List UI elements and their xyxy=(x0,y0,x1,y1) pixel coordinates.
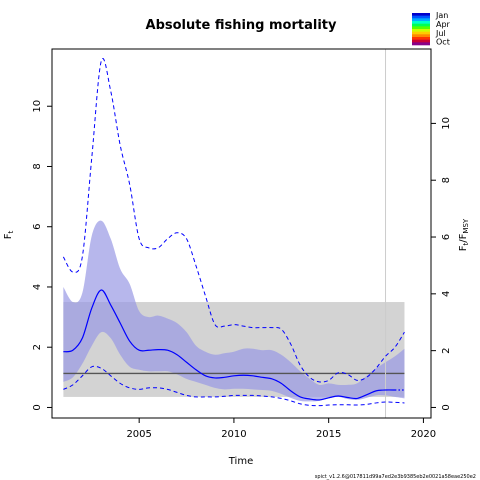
legend-label: Jul xyxy=(435,29,446,38)
legend-color-swatch xyxy=(412,42,430,46)
x-tick-label: 2015 xyxy=(316,429,341,440)
y2-tick-label: 6 xyxy=(441,234,452,240)
y-axis: 0 2 4 6 8 10 xyxy=(32,100,52,411)
secondary-y-axis-title-subscript: t xyxy=(462,242,470,245)
legend-color-swatch xyxy=(412,34,430,38)
y2-tick-label: 4 xyxy=(441,291,452,297)
y2-tick-label: 0 xyxy=(441,404,452,410)
x-axis-title: Time xyxy=(228,456,253,467)
secondary-y-axis-title-denom-subscript: MSY xyxy=(462,218,470,233)
legend-color-swatch xyxy=(412,37,430,40)
legend-color-swatch xyxy=(412,31,430,35)
y-axis-title-main: F xyxy=(3,233,14,239)
legend-color-swatch xyxy=(412,39,430,43)
secondary-y-axis-title: Ft/FMSY xyxy=(458,218,470,251)
y-tick-label: 0 xyxy=(32,404,43,410)
legend-color-swatch xyxy=(412,29,430,32)
plot-area xyxy=(62,49,405,418)
legend-color-swatch xyxy=(412,26,430,30)
y-tick-label: 4 xyxy=(32,284,43,290)
y-tick-label: 10 xyxy=(32,100,43,113)
legend-color-swatch xyxy=(412,13,430,16)
y-axis-title: Ft xyxy=(3,230,15,239)
y2-tick-label: 2 xyxy=(441,347,452,353)
x-axis: 2005 2010 2015 2020 xyxy=(126,418,436,440)
legend-label: Apr xyxy=(436,20,451,29)
secondary-y-axis-title-main: F xyxy=(458,245,469,251)
y2-tick-label: 8 xyxy=(441,177,452,183)
secondary-y-axis: 0 2 4 6 8 10 xyxy=(431,117,452,411)
y-tick-label: 6 xyxy=(32,224,43,230)
legend-label: Oct xyxy=(436,38,450,47)
legend-color-swatch xyxy=(412,18,430,22)
version-footnote: spict_v1.2.6@017811d99a7ed2e3b9385eb2e00… xyxy=(315,474,476,480)
relative-ci-band-overlay xyxy=(63,220,405,402)
legend-color-swatch xyxy=(412,15,430,19)
y2-tick-label: 10 xyxy=(441,117,452,130)
secondary-y-axis-title-slash: / xyxy=(458,239,469,243)
secondary-y-axis-title-denom: F xyxy=(458,233,469,239)
y-tick-label: 2 xyxy=(32,344,43,350)
x-tick-label: 2005 xyxy=(126,429,151,440)
chart-title: Absolute fishing mortality xyxy=(146,18,337,33)
legend-color-swatch xyxy=(412,23,430,27)
estimate-line xyxy=(63,289,395,401)
ci-upper-line xyxy=(62,58,405,383)
y-axis-title-subscript: t xyxy=(7,230,15,233)
ci-lower-line xyxy=(63,365,405,407)
relative-ci-band xyxy=(63,220,405,402)
y-tick-label: 8 xyxy=(32,163,43,169)
x-tick-label: 2010 xyxy=(221,429,246,440)
legend-color-swatch xyxy=(412,21,430,24)
plot-frame xyxy=(51,48,432,419)
x-tick-label: 2020 xyxy=(411,429,436,440)
legend-label: Jan xyxy=(435,11,448,20)
